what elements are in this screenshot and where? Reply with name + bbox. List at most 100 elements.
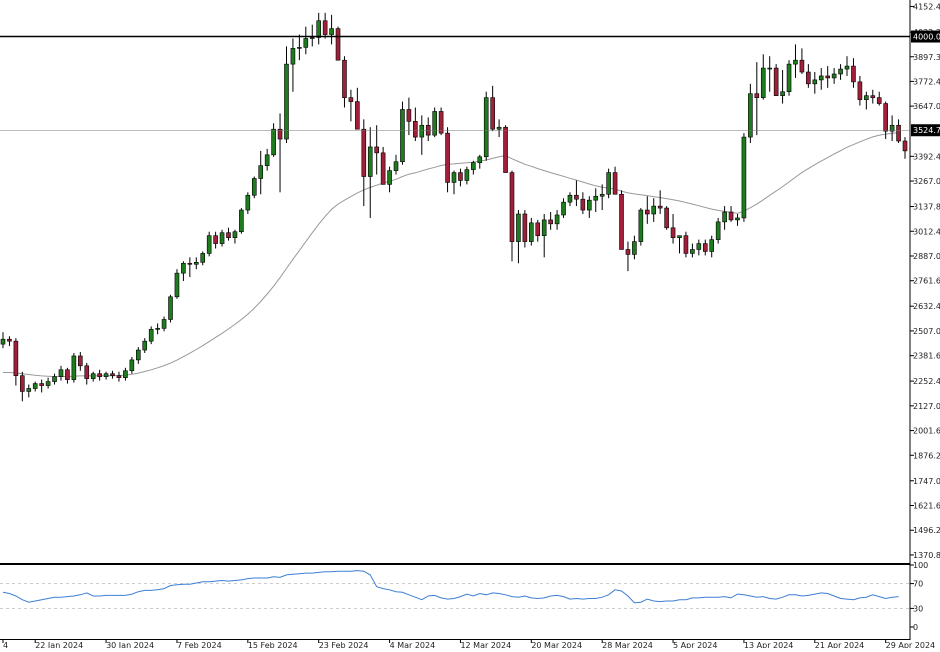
candle (477, 154, 483, 169)
candle-body (535, 222, 541, 236)
candle (831, 68, 837, 84)
date-axis-label: 30 Jan 2024 (106, 641, 154, 648)
candle-body (174, 272, 180, 298)
price-axis-label: 3137.80 (913, 203, 940, 212)
date-axis-label: 7 Feb 2024 (177, 641, 222, 648)
current-price-label: 3524.71 (911, 124, 940, 137)
candle (458, 168, 463, 187)
candle (219, 229, 225, 247)
candle (84, 362, 90, 385)
candle-body (264, 154, 270, 166)
price-axis-label: 2381.60 (913, 352, 940, 361)
candle (297, 34, 302, 61)
candle (271, 123, 276, 157)
oscillator-line (2, 570, 899, 604)
candle (387, 166, 392, 193)
candle (496, 119, 502, 138)
price-axis-label: 2887.00 (913, 252, 940, 261)
candle-body (702, 243, 708, 252)
candle (90, 371, 96, 382)
candle (277, 113, 283, 193)
candle-body (374, 146, 379, 154)
candle-body (20, 375, 25, 392)
candle-body (161, 319, 167, 329)
candle (142, 338, 148, 353)
candle-body (206, 235, 212, 254)
candle-body (361, 128, 367, 177)
candle (490, 85, 495, 132)
candle-body (619, 193, 624, 250)
candle-body (580, 198, 586, 211)
candle (400, 101, 405, 165)
candle (309, 24, 315, 47)
candle (825, 66, 830, 88)
candle (342, 56, 347, 108)
candle (413, 107, 418, 142)
date-axis-label: 23 Feb 2024 (319, 641, 369, 648)
date-axis-label: 13 Apr 2024 (744, 641, 793, 648)
candle-body (200, 253, 206, 263)
date-axis-label: 15 Feb 2024 (248, 641, 298, 648)
candle (290, 38, 296, 92)
candle (174, 269, 180, 299)
candle-body (638, 209, 644, 242)
candle-body (509, 172, 515, 242)
date-axis-label: 5 Apr 2024 (673, 641, 717, 648)
candle-body (851, 65, 856, 83)
candle (71, 353, 77, 383)
candle-body (271, 128, 276, 156)
candle (657, 190, 663, 214)
candle (406, 97, 412, 136)
candle-body (136, 349, 141, 361)
candle (612, 166, 618, 195)
candle-body (148, 329, 154, 342)
date-axis-label: 20 Mar 2024 (531, 641, 582, 648)
candle (838, 64, 843, 80)
oscillator-axis-label: 70 (913, 580, 923, 589)
candle (251, 176, 257, 199)
candle-body (464, 169, 470, 181)
candle (367, 127, 373, 218)
candle-body (587, 199, 592, 211)
date-axis-label: 28 Mar 2024 (602, 641, 653, 648)
candle (889, 115, 895, 142)
candle-body (786, 63, 792, 93)
candle (39, 379, 44, 393)
candle-body (84, 365, 90, 379)
candle (322, 12, 328, 39)
candle (786, 60, 792, 96)
candle-body (690, 249, 695, 254)
candle (419, 115, 425, 155)
candle-body (419, 124, 425, 138)
candle-body (780, 91, 785, 96)
candle-body (490, 97, 495, 130)
candle-body (348, 97, 354, 102)
candle (20, 371, 25, 402)
candle-body (400, 109, 405, 163)
candle (380, 146, 386, 185)
candles-layer (0, 12, 908, 402)
candle (187, 257, 193, 278)
candle (587, 196, 592, 218)
candle (432, 107, 437, 138)
candle-body (889, 124, 895, 132)
candle-body (355, 101, 360, 130)
candle (213, 231, 218, 249)
price-axis-label: 4152.40 (913, 2, 940, 11)
candle-body (251, 178, 257, 196)
price-axis: 4152.404022.243897.363772.403647.003392.… (910, 2, 940, 560)
candle (335, 26, 341, 61)
candle-body (477, 156, 483, 164)
candle-body (541, 219, 547, 236)
candle-body (297, 47, 302, 49)
candle-body (168, 296, 173, 320)
candle-body (387, 170, 392, 185)
price-axis-label: 3647.00 (913, 102, 940, 111)
level-price-label-text: 4000.00 (913, 33, 940, 42)
candle (619, 190, 624, 250)
candle-body (722, 211, 727, 223)
candle-body (78, 355, 83, 367)
candle-body (284, 63, 289, 140)
candle-body (876, 97, 882, 104)
oscillator-axis-label: 100 (913, 561, 928, 570)
